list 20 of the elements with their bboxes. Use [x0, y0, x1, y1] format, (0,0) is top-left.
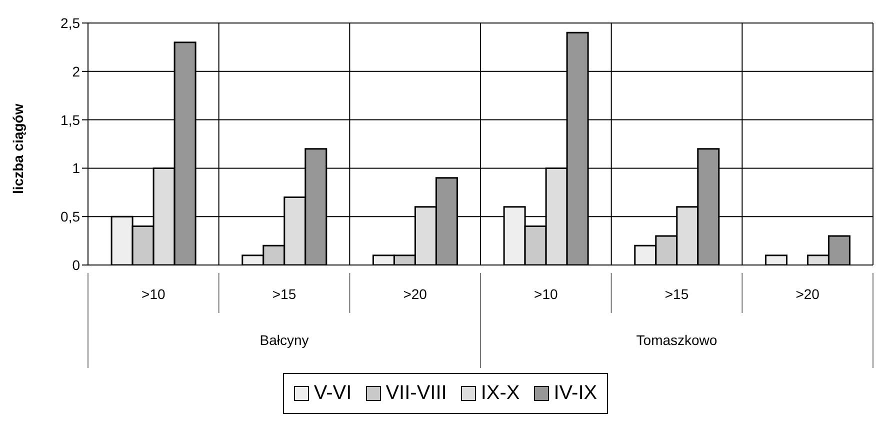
- y-tick-label: 0: [72, 256, 80, 273]
- legend-label: IX-X: [480, 382, 520, 405]
- y-axis-title: liczba ciągów: [10, 104, 26, 194]
- bar: [764, 254, 788, 265]
- y-tick-label: 1: [72, 160, 80, 176]
- y-tick-label: 1,5: [60, 112, 80, 128]
- x-tick-label: >10: [534, 286, 558, 302]
- text: Bałcyny: [260, 332, 309, 348]
- legend-label: VII-VIII: [384, 382, 447, 405]
- text: Tomaszkowo: [636, 332, 718, 348]
- y-tick-label: 2,5: [60, 14, 80, 31]
- x-tick-label: >15: [272, 286, 296, 302]
- x-tick-label: >20: [403, 286, 428, 302]
- legend-label: V-VI: [312, 382, 352, 405]
- y-tick-label: 0,5: [60, 208, 80, 225]
- x-tick-label: >15: [664, 286, 689, 302]
- legend-label: IV-IX: [552, 382, 598, 405]
- x-tick-label: >20: [796, 286, 820, 302]
- y-tick-label: 2: [72, 63, 80, 80]
- x-tick-label: >10: [142, 286, 166, 302]
